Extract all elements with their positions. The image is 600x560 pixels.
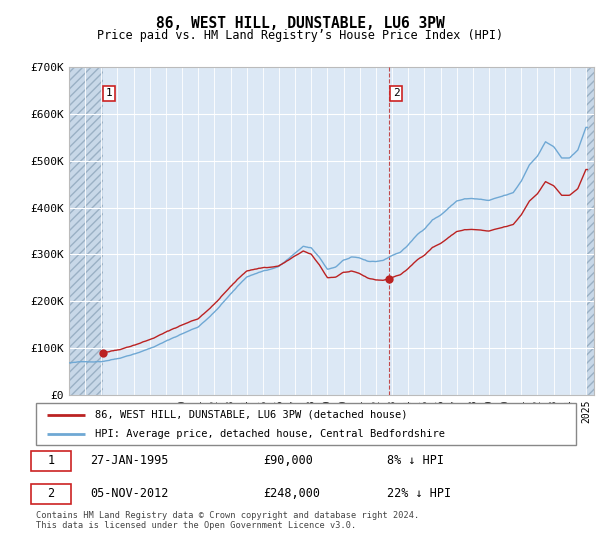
Text: 86, WEST HILL, DUNSTABLE, LU6 3PW: 86, WEST HILL, DUNSTABLE, LU6 3PW <box>155 16 445 31</box>
Text: 2: 2 <box>47 487 55 501</box>
Bar <box>69 67 103 395</box>
FancyBboxPatch shape <box>31 451 71 471</box>
Text: £90,000: £90,000 <box>263 454 313 468</box>
Text: 22% ↓ HPI: 22% ↓ HPI <box>387 487 451 501</box>
Text: 1: 1 <box>47 454 55 468</box>
Text: Contains HM Land Registry data © Crown copyright and database right 2024.
This d: Contains HM Land Registry data © Crown c… <box>36 511 419 530</box>
Bar <box>586 67 594 395</box>
Text: 1: 1 <box>106 88 113 99</box>
Text: 05-NOV-2012: 05-NOV-2012 <box>90 487 169 501</box>
FancyBboxPatch shape <box>31 484 71 504</box>
Text: HPI: Average price, detached house, Central Bedfordshire: HPI: Average price, detached house, Cent… <box>95 429 445 439</box>
Text: 8% ↓ HPI: 8% ↓ HPI <box>387 454 444 468</box>
Text: 27-JAN-1995: 27-JAN-1995 <box>90 454 169 468</box>
Text: Price paid vs. HM Land Registry’s House Price Index (HPI): Price paid vs. HM Land Registry’s House … <box>97 29 503 42</box>
Text: 86, WEST HILL, DUNSTABLE, LU6 3PW (detached house): 86, WEST HILL, DUNSTABLE, LU6 3PW (detac… <box>95 409 408 419</box>
Text: 2: 2 <box>393 88 400 99</box>
FancyBboxPatch shape <box>36 403 576 445</box>
Text: £248,000: £248,000 <box>263 487 320 501</box>
